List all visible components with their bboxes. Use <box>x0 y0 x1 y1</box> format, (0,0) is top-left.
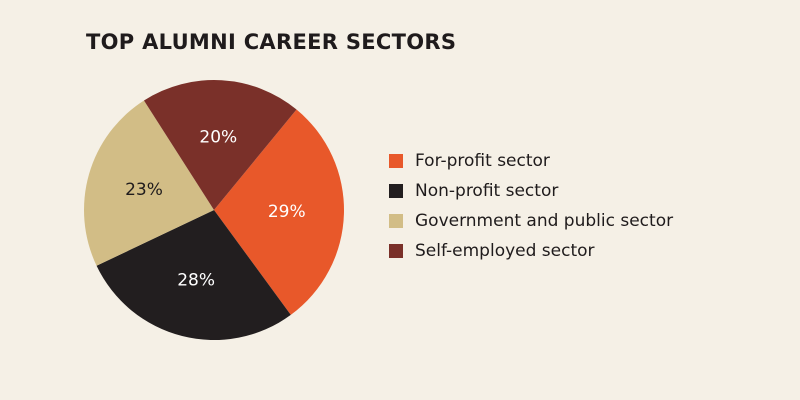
legend-item-self-employed: Self-employed sector <box>389 236 673 266</box>
slice-label-non-profit: 28% <box>177 271 215 291</box>
legend-swatch-self-employed <box>389 244 403 258</box>
legend-item-non-profit: Non-profit sector <box>389 176 673 206</box>
slice-label-self-employed: 20% <box>199 127 237 147</box>
legend-label-for-profit: For-profit sector <box>415 151 550 171</box>
legend-swatch-government <box>389 214 403 228</box>
slice-label-for-profit: 29% <box>268 202 306 222</box>
chart-legend: For-profit sector Non-profit sector Gove… <box>389 146 673 266</box>
pie-slice-government <box>84 100 215 266</box>
pie-slice-non-profit <box>96 210 291 340</box>
legend-label-government: Government and public sector <box>415 211 674 231</box>
pie-slice-for-profit <box>214 109 345 315</box>
legend-label-non-profit: Non-profit sector <box>415 181 559 201</box>
legend-item-for-profit: For-profit sector <box>389 146 673 176</box>
legend-swatch-for-profit <box>389 154 403 168</box>
legend-swatch-non-profit <box>389 184 403 198</box>
pie-slice-self-employed <box>143 79 297 210</box>
legend-label-self-employed: Self-employed sector <box>415 241 595 261</box>
slice-label-government: 23% <box>125 180 163 200</box>
chart-title: TOP ALUMNI CAREER SECTORS <box>86 30 457 54</box>
legend-item-government: Government and public sector <box>389 206 673 236</box>
